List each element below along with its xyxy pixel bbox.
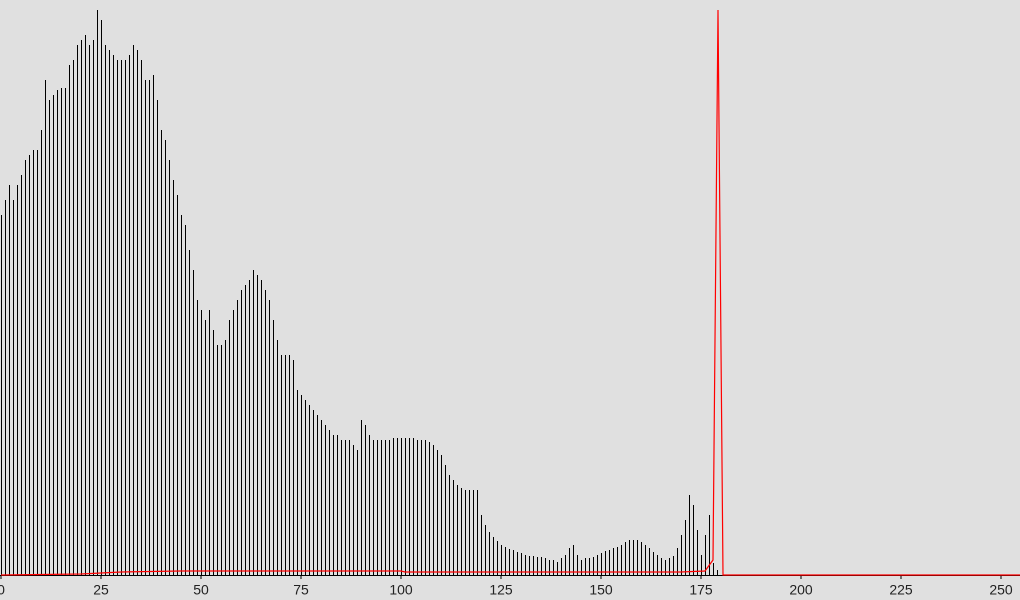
x-tick-label: 125 [489, 582, 513, 598]
x-tick-label: 250 [989, 582, 1013, 598]
x-tick-label: 175 [689, 582, 713, 598]
x-tick-label: 150 [589, 582, 613, 598]
line [0, 9, 1020, 576]
x-tick-label: 200 [789, 582, 813, 598]
x-tick-label: 225 [889, 582, 913, 598]
x-tick-label: 75 [293, 582, 309, 598]
x-tick-label: 0 [0, 582, 5, 598]
x-tick-label: 25 [93, 582, 109, 598]
x-tick-label: 50 [193, 582, 209, 598]
x-tick-label: 100 [389, 582, 413, 598]
